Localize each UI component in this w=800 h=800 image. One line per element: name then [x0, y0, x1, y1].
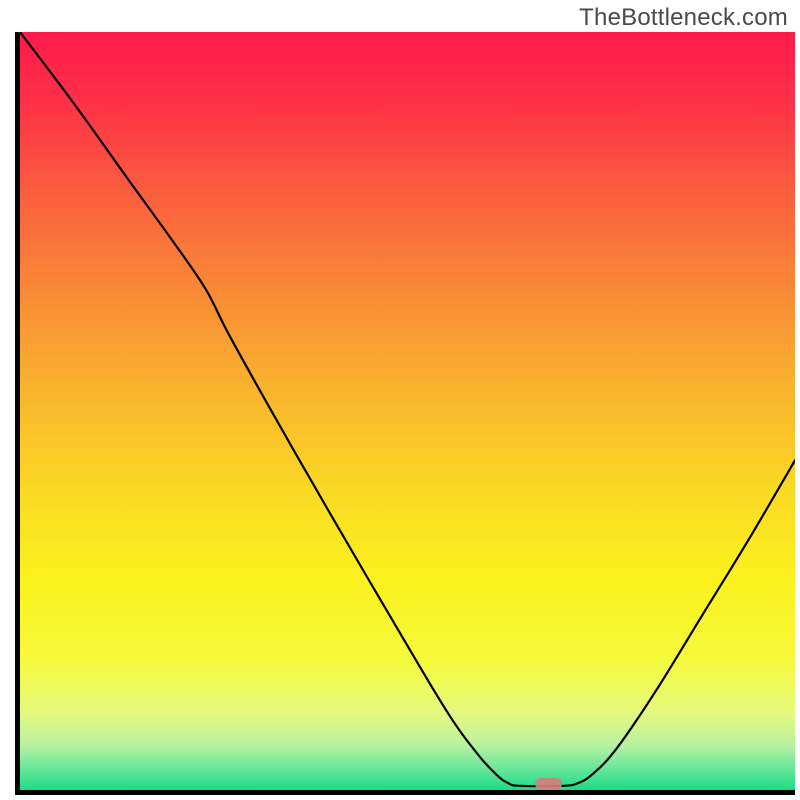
curve-path: [20, 32, 795, 786]
plot-area: [20, 32, 795, 790]
y-axis-border: [15, 32, 20, 790]
x-axis-border: [15, 790, 795, 795]
chart-frame: TheBottleneck.com: [0, 0, 800, 800]
bottleneck-curve: [20, 32, 795, 790]
watermark-text: TheBottleneck.com: [579, 4, 788, 32]
highlight-marker: [535, 778, 563, 790]
